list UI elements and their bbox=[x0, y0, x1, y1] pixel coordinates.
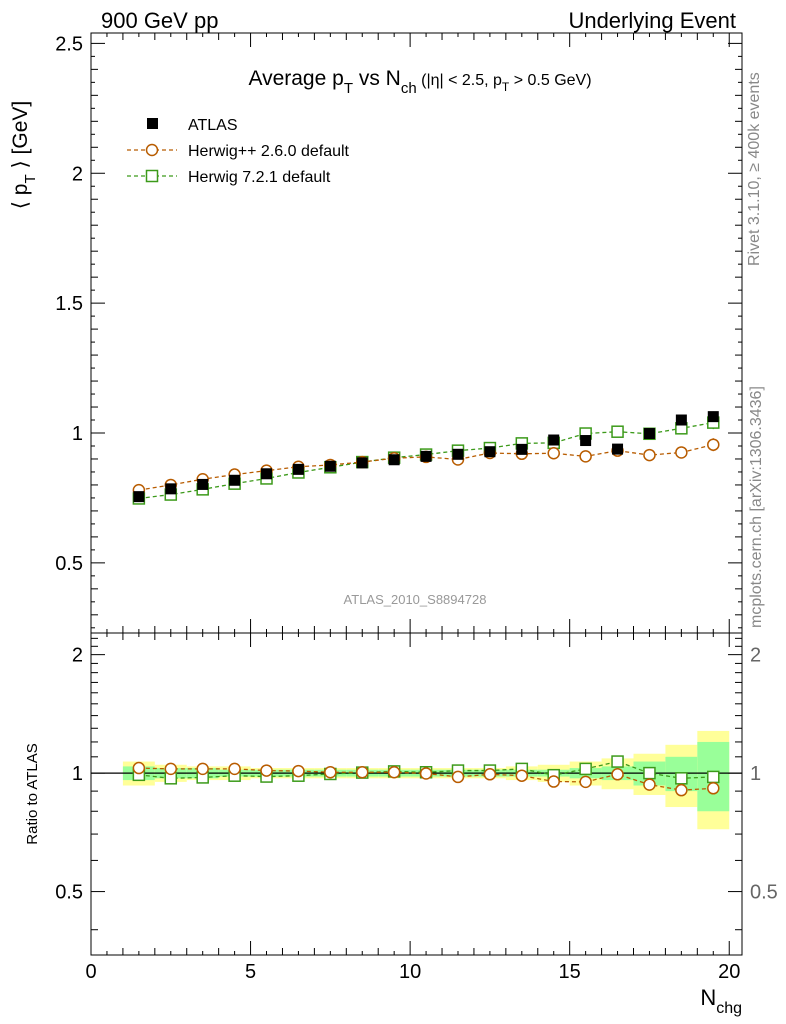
ratio-point-herwig7 bbox=[611, 755, 624, 768]
x-tick-label: 5 bbox=[245, 961, 256, 983]
main-y-tick-label: 2 bbox=[72, 163, 83, 185]
x-axis-label: Nchg bbox=[700, 985, 742, 1017]
main-point-atlas bbox=[580, 435, 592, 447]
ratio-point-herwigpp bbox=[707, 782, 720, 795]
ratio-point-herwig7 bbox=[675, 772, 688, 785]
main-point-atlas bbox=[548, 434, 560, 446]
main-point-atlas bbox=[261, 468, 273, 480]
main-y-tick-label: 1 bbox=[72, 423, 83, 445]
main-point-atlas bbox=[643, 428, 655, 440]
ratio-point-herwigpp bbox=[356, 766, 369, 779]
x-tick-label: 10 bbox=[399, 961, 421, 983]
main-point-atlas bbox=[516, 443, 528, 455]
ratio-point-herwigpp bbox=[228, 762, 241, 776]
main-point-herwigpp bbox=[675, 446, 688, 459]
ratio-y-tick-label: 1 bbox=[72, 763, 83, 785]
main-point-atlas bbox=[420, 450, 432, 462]
ratio-point-herwigpp bbox=[675, 783, 688, 797]
main-title: Average pT vs Nch (|η| < 2.5, pT > 0.5 G… bbox=[248, 67, 591, 97]
main-point-atlas bbox=[707, 411, 719, 423]
main-point-atlas bbox=[165, 483, 177, 495]
main-point-atlas bbox=[612, 443, 624, 455]
main-point-atlas bbox=[388, 454, 400, 466]
x-tick-label: 0 bbox=[85, 961, 96, 983]
main-point-herwigpp bbox=[579, 450, 592, 463]
ratio-point-herwigpp bbox=[643, 778, 656, 791]
rivet-version-label: Rivet 3.1.10, ≥ 400k events bbox=[746, 72, 763, 266]
ratio-point-herwigpp bbox=[196, 762, 209, 776]
ratio-point-herwigpp bbox=[419, 767, 433, 780]
ratio-point-herwigpp bbox=[611, 768, 624, 781]
main-point-herwig7 bbox=[611, 425, 624, 438]
ratio-point-herwigpp bbox=[387, 766, 401, 779]
mcplots-label: mcplots.cern.ch [arXiv:1306.3436] bbox=[748, 386, 765, 628]
ratio-y-tick-label: 0.5 bbox=[55, 882, 83, 904]
main-point-atlas bbox=[229, 474, 241, 486]
data-marks bbox=[132, 411, 720, 797]
x-tick-label: 15 bbox=[559, 961, 581, 983]
ratio-point-herwigpp bbox=[132, 761, 146, 775]
main-y-tick-label: 2.5 bbox=[55, 33, 83, 55]
main-y-axis-label: ⟨ pT ⟩ [GeV] bbox=[9, 101, 39, 209]
main-point-herwigpp bbox=[547, 447, 560, 460]
main-point-herwigpp bbox=[643, 448, 656, 462]
legend-label-herwig7: Herwig 7.2.1 default bbox=[188, 169, 331, 186]
analysis-watermark: ATLAS_2010_S8894728 bbox=[344, 592, 487, 607]
ratio-point-herwigpp bbox=[579, 775, 592, 789]
ratio-panel-frame bbox=[90, 632, 743, 956]
main-point-atlas bbox=[452, 448, 464, 460]
ratio-point-herwig7 bbox=[707, 770, 720, 784]
ratio-point-herwigpp bbox=[260, 764, 273, 777]
main-point-atlas bbox=[356, 457, 368, 469]
main-y-tick-label: 0.5 bbox=[55, 553, 83, 575]
header-right: Underlying Event bbox=[568, 8, 736, 33]
ratio-point-herwigpp bbox=[324, 766, 337, 779]
main-point-atlas bbox=[292, 463, 304, 475]
legend-marker-atlas bbox=[147, 118, 158, 129]
legend-marker-herwigpp bbox=[145, 143, 159, 157]
ratio-y-tick-label-right: 2 bbox=[750, 645, 761, 667]
ratio-point-herwig7 bbox=[579, 762, 592, 776]
legend-label-atlas: ATLAS bbox=[188, 117, 238, 134]
ratio-y-axis-label: Ratio to ATLAS bbox=[24, 743, 41, 844]
main-point-herwigpp bbox=[707, 438, 720, 451]
ratio-y-tick-label-right: 1 bbox=[750, 763, 761, 785]
x-tick-label: 20 bbox=[718, 961, 740, 983]
ratio-point-herwigpp bbox=[547, 775, 560, 788]
main-point-atlas bbox=[484, 446, 496, 458]
ratio-point-herwigpp bbox=[292, 764, 305, 778]
main-point-atlas bbox=[197, 478, 209, 490]
main-point-atlas bbox=[133, 491, 145, 503]
ratio-point-herwig7 bbox=[643, 766, 656, 780]
ratio-point-herwigpp bbox=[515, 769, 529, 782]
ratio-y-tick-label: 2 bbox=[72, 645, 83, 667]
legend-label-herwigpp: Herwig++ 2.6.0 default bbox=[188, 143, 350, 160]
header-left: 900 GeV pp bbox=[101, 8, 219, 33]
ratio-point-herwigpp bbox=[483, 768, 497, 781]
ratio-point-herwigpp bbox=[164, 762, 178, 776]
ratio-y-tick-label-right: 0.5 bbox=[750, 882, 778, 904]
ratio-point-herwigpp bbox=[451, 770, 465, 784]
main-point-atlas bbox=[324, 460, 336, 472]
main-y-tick-label: 1.5 bbox=[55, 293, 83, 315]
main-point-atlas bbox=[675, 414, 687, 426]
legend: ATLAS Herwig++ 2.6.0 default Herwig 7.2.… bbox=[127, 117, 350, 186]
ratio-uncertainty-bands bbox=[122, 730, 730, 830]
legend-marker-herwig7 bbox=[145, 169, 159, 183]
